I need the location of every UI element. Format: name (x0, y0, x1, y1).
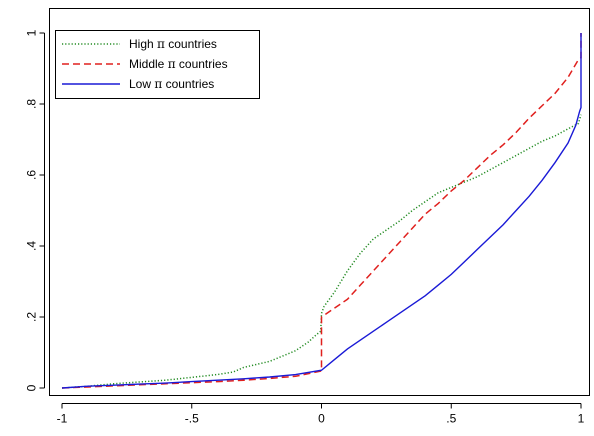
x-tick-label: 1 (578, 412, 585, 426)
x-tick-label: .5 (446, 412, 456, 426)
legend-label-symbol: π (154, 77, 162, 91)
legend-label-text: Low (129, 77, 154, 91)
legend-label-0: High π countries (129, 37, 217, 51)
y-tick-label: .8 (25, 99, 39, 109)
legend-label-symbol: π (157, 37, 165, 51)
x-tick-label: -.5 (185, 412, 199, 426)
legend-label-2: Low π countries (129, 77, 214, 91)
legend-label-1: Middle π countries (129, 57, 228, 71)
legend-label-text: Middle (129, 57, 168, 71)
series-layer (61, 33, 582, 389)
y-tick-label: .4 (25, 241, 39, 251)
series-line-1 (61, 33, 582, 389)
y-tick-label: 1 (25, 29, 39, 36)
legend-label-text: countries (165, 37, 217, 51)
y-tick-label: 0 (25, 384, 39, 391)
legend-label-text: countries (162, 77, 214, 91)
y-axis: 0 .2 .4 .6 .8 1 (25, 29, 45, 391)
series-line-2 (61, 33, 582, 389)
legend-label-text: countries (176, 57, 228, 71)
x-axis: -1 -.5 0 .5 1 (57, 403, 585, 426)
x-tick-label: -1 (57, 412, 68, 426)
y-tick-label: .6 (25, 170, 39, 180)
x-tick-label: 0 (318, 412, 325, 426)
y-tick-label: .2 (25, 312, 39, 322)
legend-label-symbol: π (168, 57, 176, 71)
legend-label-text: High (129, 37, 157, 51)
